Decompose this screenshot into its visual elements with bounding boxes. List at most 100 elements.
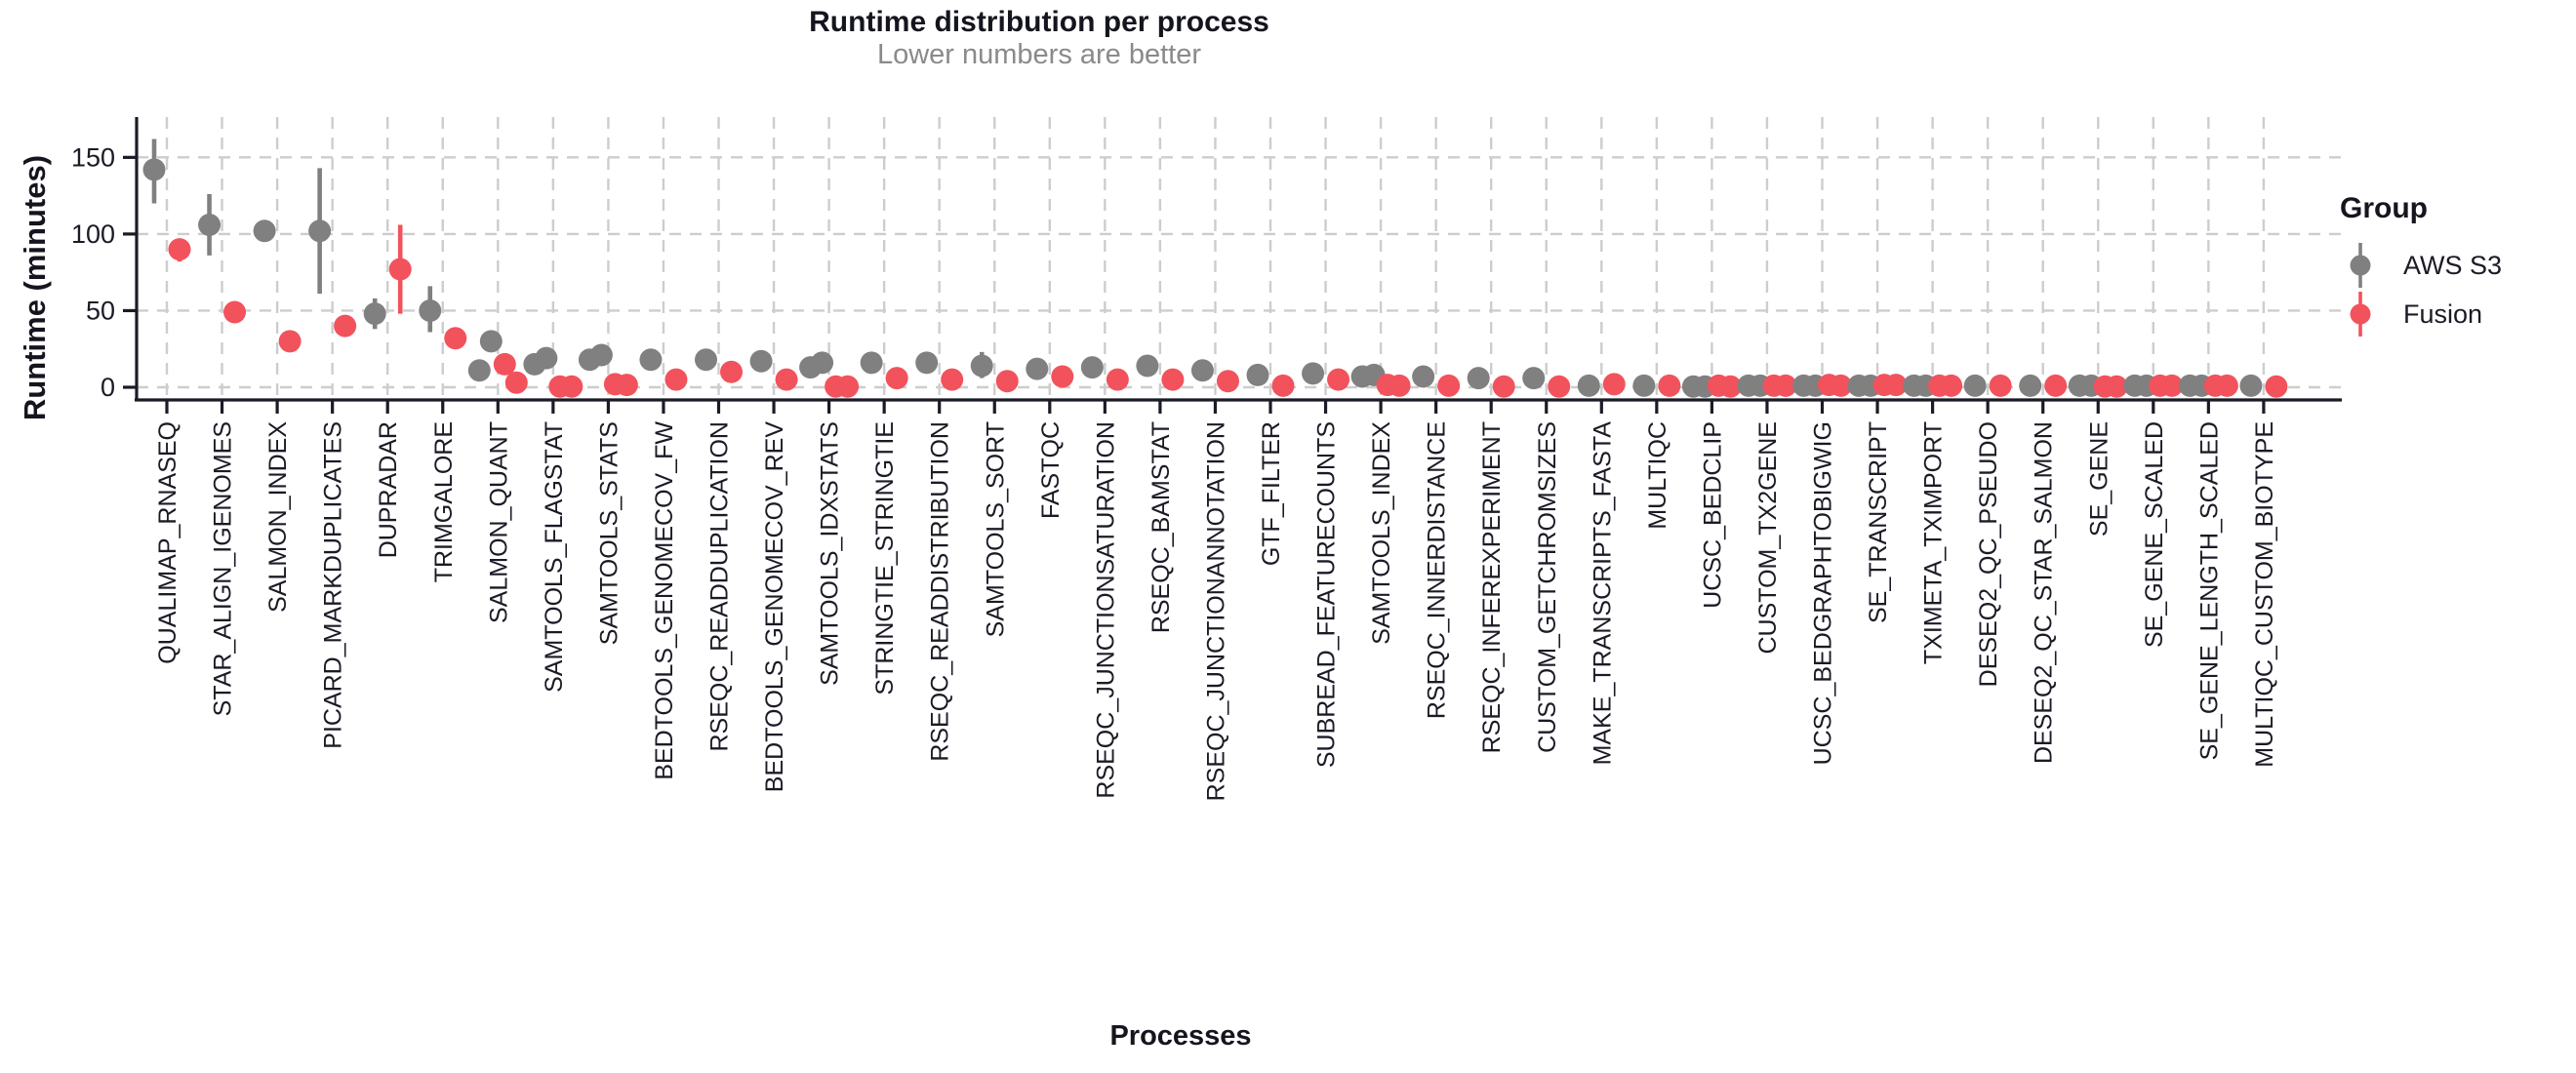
aws-point — [523, 352, 546, 376]
chart-subtitle: Lower numbers are better — [876, 39, 1202, 70]
aws-point — [749, 349, 773, 373]
x-axis-category-label: STRINGTIE_STRINGTIE — [871, 421, 899, 695]
x-axis-category-label: SAMTOOLS_INDEX — [1368, 421, 1395, 645]
aws-point — [479, 330, 503, 353]
fusion-point — [1271, 374, 1295, 397]
x-axis-category-label: RSEQC_INNERDISTANCE — [1424, 421, 1451, 719]
legend-item-aws-s3: AWS S3 — [2340, 241, 2502, 290]
fusion-point — [1106, 368, 1129, 391]
fusion-point — [1602, 373, 1626, 396]
aws-point — [1681, 375, 1705, 398]
legend-label-fusion: Fusion — [2403, 298, 2483, 329]
aws-point — [1080, 356, 1104, 379]
fusion-point — [2044, 374, 2068, 397]
x-axis-category-label: MULTIQC — [1644, 421, 1671, 530]
fusion-point — [560, 375, 584, 398]
x-axis-category-label: BEDTOOLS_GENOMECOV_REV — [761, 421, 788, 793]
x-axis-category-label: UCSC_BEDGRAPHTOBIGWIG — [1810, 421, 1837, 765]
fusion-point — [2215, 374, 2238, 397]
aws-point — [467, 359, 491, 382]
x-axis-category-label: DESEQ2_QC_STAR_SALMON — [2031, 421, 2058, 764]
aws-point — [1350, 365, 1374, 388]
x-axis-category-label: SAMTOOLS_IDXSTATS — [817, 421, 844, 686]
aws-point — [860, 351, 883, 375]
aws-point — [1467, 367, 1490, 390]
x-axis-category-label: CUSTOM_TX2GENE — [1754, 421, 1782, 654]
x-axis-category-label: RSEQC_BAMSTAT — [1147, 421, 1175, 633]
fusion-point — [1830, 374, 1852, 397]
fusion-point — [1051, 365, 1074, 388]
x-axis-category-label: SALMON_INDEX — [264, 421, 292, 613]
fusion-point — [1548, 375, 1571, 398]
fusion-point — [1989, 374, 2012, 397]
pointrange-key-icon — [2350, 243, 2371, 288]
aws-point — [1737, 374, 1760, 397]
pointrange-key-icon — [2350, 292, 2371, 337]
fusion-point — [1216, 370, 1239, 393]
x-axis-category-label: RSEQC_INFEREXPERIMENT — [1478, 421, 1506, 753]
x-axis-category-label: SAMTOOLS_FLAGSTAT — [541, 421, 568, 693]
fusion-point — [1437, 374, 1461, 397]
fusion-point — [1327, 368, 1350, 391]
aws-point — [1026, 357, 1049, 380]
fusion-point — [836, 375, 860, 398]
x-axis-category-label: RSEQC_JUNCTIONSATURATION — [1092, 421, 1119, 799]
fusion-point — [444, 327, 467, 350]
fusion-point — [2160, 374, 2184, 397]
aws-point — [799, 356, 823, 379]
fusion-point — [278, 330, 302, 353]
aws-point — [1792, 374, 1815, 397]
fusion-point — [1161, 368, 1185, 391]
x-axis-category-label: SE_GENE — [2085, 421, 2113, 536]
x-axis-category-label: GTF_FILTER — [1258, 421, 1285, 566]
aws-point — [970, 354, 993, 378]
chart-title: Runtime distribution per process — [809, 6, 1269, 38]
aws-point — [2239, 374, 2263, 397]
aws-point — [1522, 367, 1546, 390]
aws-point — [578, 348, 601, 372]
aws-point — [1847, 374, 1871, 397]
aws-point — [1136, 354, 1159, 378]
x-axis-category-label: SE_GENE_SCALED — [2141, 421, 2168, 648]
aws-point — [695, 348, 717, 372]
x-axis-category-label: MULTIQC_CUSTOM_BIOTYPE — [2251, 421, 2278, 768]
fusion-point — [1940, 374, 1963, 397]
aws-point — [1632, 374, 1656, 397]
fusion-point — [1774, 374, 1797, 397]
fusion-point — [1492, 375, 1515, 398]
aws-point — [253, 219, 276, 243]
aws-point — [142, 158, 166, 181]
fusion-point — [334, 314, 357, 338]
aws-point — [1903, 374, 1926, 397]
y-tick-label: 150 — [71, 142, 115, 172]
aws-point — [1302, 362, 1325, 385]
fusion-point — [995, 370, 1019, 393]
aws-point — [1412, 365, 1435, 388]
aws-point — [2178, 374, 2201, 397]
legend: Group AWS S3 Fusion — [2340, 192, 2502, 338]
x-axis-category-label: QUALIMAP_RNASEQ — [154, 421, 181, 664]
fusion-point — [1718, 375, 1742, 398]
legend-title: Group — [2340, 192, 2428, 224]
fusion-point — [1884, 374, 1908, 397]
x-axis-category-label: RSEQC_JUNCTIONANNOTATION — [1202, 421, 1229, 801]
x-axis-category-label: FASTQC — [1037, 421, 1065, 519]
aws-point — [1577, 374, 1600, 397]
x-axis-category-label: SALMON_QUANT — [485, 421, 512, 623]
x-axis-category-label: MAKE_TRANSCRIPTS_FASTA — [1589, 421, 1616, 766]
aws-point — [2019, 374, 2042, 397]
fusion-point — [885, 367, 908, 390]
x-axis-category-label: SUBREAD_FEATURECOUNTS — [1313, 421, 1341, 768]
x-axis-category-label: CUSTOM_GETCHROMSIZES — [1534, 421, 1561, 753]
x-axis-title: Processes — [1109, 1020, 1252, 1052]
aws-point — [198, 213, 221, 236]
aws-point — [2123, 374, 2147, 397]
fusion-point — [2265, 375, 2288, 398]
fusion-point — [615, 374, 638, 397]
x-axis-category-label: RSEQC_READDUPLICATION — [706, 421, 734, 752]
aws-point — [2068, 374, 2091, 397]
aws-point — [1190, 359, 1214, 382]
fusion-point — [664, 368, 688, 391]
